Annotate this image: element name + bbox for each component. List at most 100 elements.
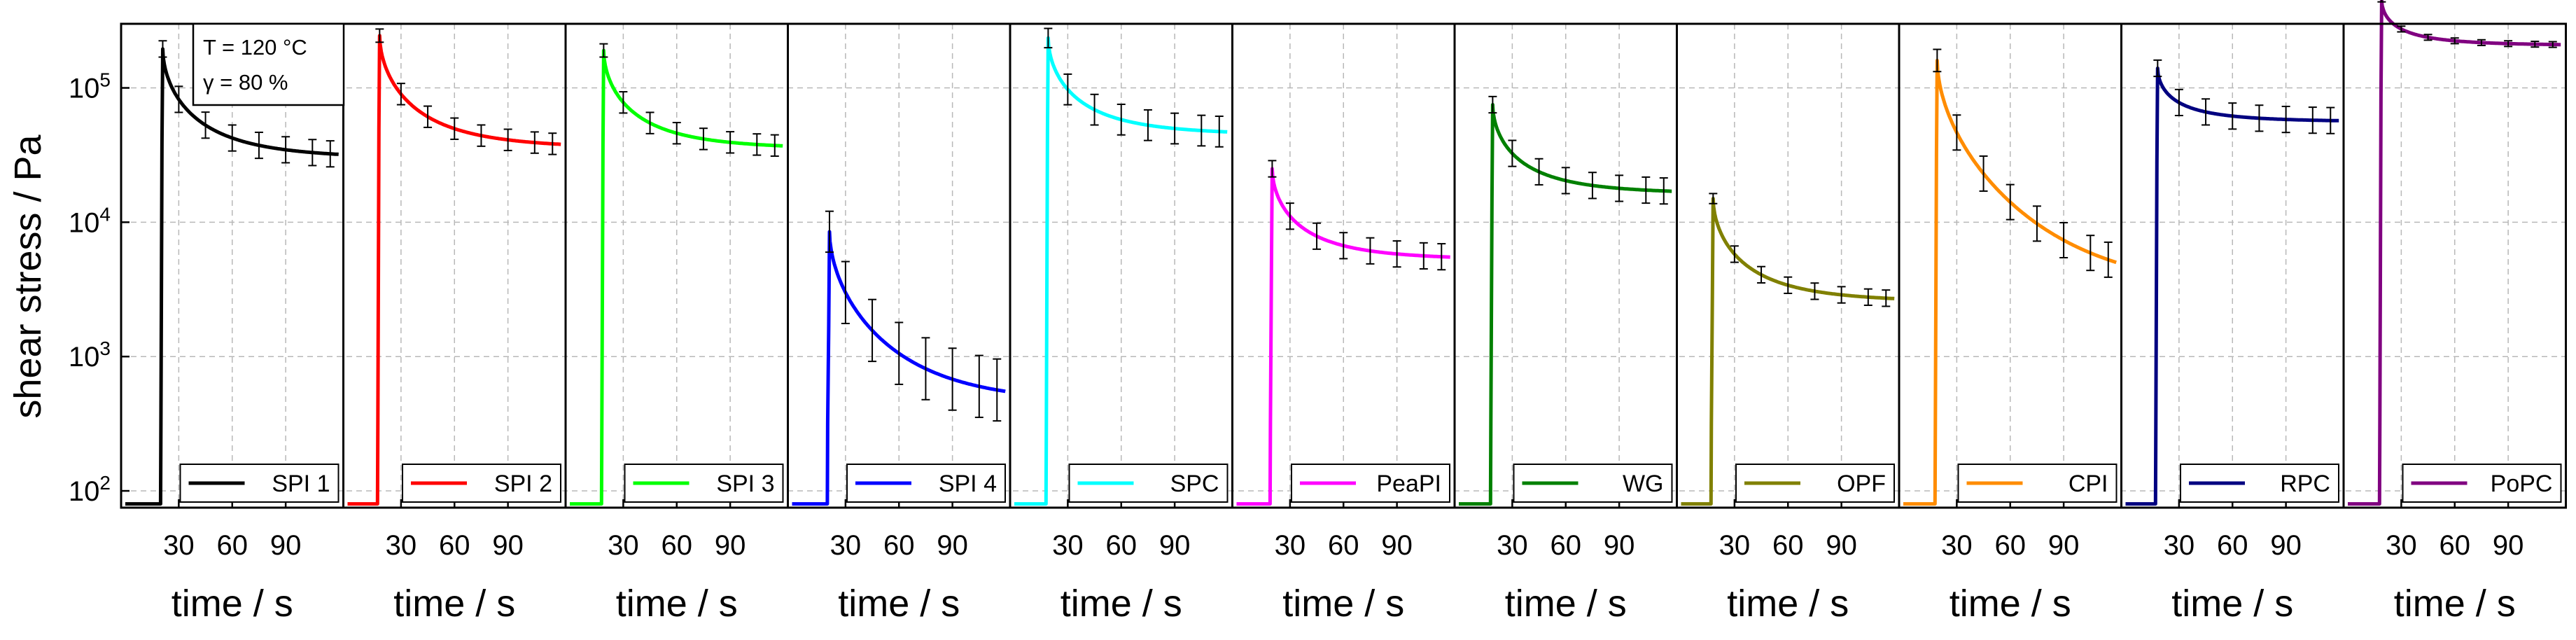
x-tick-label: 90 [715,530,746,561]
chart-panels: 102 103 104 105 30 60 90 time / s SPI 1 30 60 90 tim… [69,0,2567,625]
x-axis-title: time / s [1060,583,1182,625]
legend-label: SPI 2 [494,471,552,497]
x-tick-label: 30 [2164,530,2195,561]
y-axis-title: shear stress / Pa [7,134,49,418]
legend-label: RPC [2280,471,2330,497]
x-tick-label: 30 [830,530,862,561]
x-axis-title: time / s [2394,583,2516,625]
panel-spi-1: 30 60 90 time / s SPI 1 [120,22,344,625]
legend-label: SPC [1170,471,1219,497]
x-tick-label: 60 [217,530,248,561]
x-tick-label: 30 [1941,530,1973,561]
data-series-line [125,47,340,506]
x-tick-label: 90 [1381,530,1413,561]
panel-spc: 30 60 90 time / s SPC [1009,22,1233,625]
x-axis-title: time / s [393,583,515,625]
panel-peapi: 30 60 90 time / s PeaPI [1231,22,1456,625]
panel-spi-3: 30 60 90 time / s SPI 3 [564,22,789,625]
x-tick-label: 90 [1159,530,1191,561]
x-tick-label: 30 [608,530,639,561]
data-series-line [570,48,784,506]
legend: WG [1513,464,1673,503]
panel-rpc: 30 60 90 time / s RPC [2120,22,2345,625]
x-tick-label: 30 [386,530,417,561]
panel-cpi: 30 60 90 time / s CPI [1898,22,2122,625]
data-series-line [1014,36,1228,506]
legend: PoPC [2402,464,2562,503]
legend: CPI [1957,464,2118,503]
annotation-box [192,22,345,106]
x-tick-label: 90 [2270,530,2302,561]
legend: SPI 2 [402,464,561,503]
x-axis-title: time / s [616,583,738,625]
x-tick-label: 30 [1052,530,1084,561]
x-tick-label: 90 [492,530,524,561]
y-tick-label: 102 [69,472,111,507]
data-series-line [1459,103,1673,506]
data-series-line [2348,0,2562,506]
panel-opf: 30 60 90 time / s OPF [1676,22,1900,625]
x-tick-label: 90 [1604,530,1635,561]
x-tick-label: 90 [2048,530,2080,561]
x-tick-label: 60 [2217,530,2248,561]
x-tick-label: 90 [270,530,302,561]
x-axis-title: time / s [1727,583,1849,625]
legend-label: OPF [1837,471,1886,497]
x-tick-label: 90 [937,530,968,561]
legend-label: CPI [2068,471,2108,497]
data-series-line [1681,197,1896,506]
panel-wg: 30 60 90 time / s WG [1453,22,1678,625]
x-tick-label: 30 [1719,530,1751,561]
y-tick-label: 105 [69,69,111,104]
x-tick-label: 60 [1106,530,1138,561]
legend: SPC [1068,464,1228,503]
legend-box [2402,464,2562,503]
legend-label: SPI 1 [272,471,330,497]
legend: OPF [1735,464,1895,503]
x-axis-title: time / s [1505,583,1627,625]
data-series-line [347,34,562,506]
legend-label: WG [1623,471,1664,497]
y-tick-label: 103 [69,338,111,373]
legend-label: SPI 4 [939,471,997,497]
x-axis-title: time / s [172,583,293,625]
x-tick-label: 30 [1275,530,1306,561]
x-tick-label: 60 [2440,530,2471,561]
y-tick-labels: 102 103 104 105 [69,69,130,507]
x-tick-label: 60 [662,530,693,561]
x-axis-title: time / s [838,583,960,625]
annotation-temperature: T = 120 °C [203,35,307,60]
x-tick-label: 90 [1826,530,1857,561]
panel-spi-2: 30 60 90 time / s SPI 2 [342,22,567,625]
x-tick-label: 60 [1550,530,1582,561]
x-tick-label: 60 [1772,530,1804,561]
x-tick-label: 30 [1497,530,1528,561]
data-series-line [1903,58,2118,506]
x-tick-label: 90 [2493,530,2524,561]
x-axis-title: time / s [2171,583,2293,625]
legend: RPC [2180,464,2339,503]
x-tick-label: 30 [2386,530,2417,561]
x-axis-title: time / s [1949,583,2071,625]
condition-annotation: T = 120 °C γ = 80 % [192,22,345,106]
x-axis-title: time / s [1282,583,1404,625]
data-series-line [2125,67,2340,506]
legend-label: SPI 3 [716,471,774,497]
x-tick-label: 60 [1995,530,2026,561]
x-tick-label: 30 [163,530,195,561]
legend: PeaPI [1291,464,1450,503]
y-tick-label: 104 [69,203,111,238]
panel-spi-4: 30 60 90 time / s SPI 4 [787,22,1011,625]
legend: SPI 1 [179,464,340,503]
legend: SPI 4 [846,464,1006,503]
data-series-line [1236,167,1451,506]
annotation-strain: γ = 80 % [203,70,288,95]
x-tick-label: 60 [883,530,915,561]
panel-popc: 30 60 90 time / s PoPC [2342,0,2567,625]
legend-label: PoPC [2491,471,2553,497]
data-series-line [792,230,1007,506]
legend-label: PeaPI [1376,471,1441,497]
x-tick-label: 60 [439,530,470,561]
x-tick-label: 60 [1328,530,1359,561]
